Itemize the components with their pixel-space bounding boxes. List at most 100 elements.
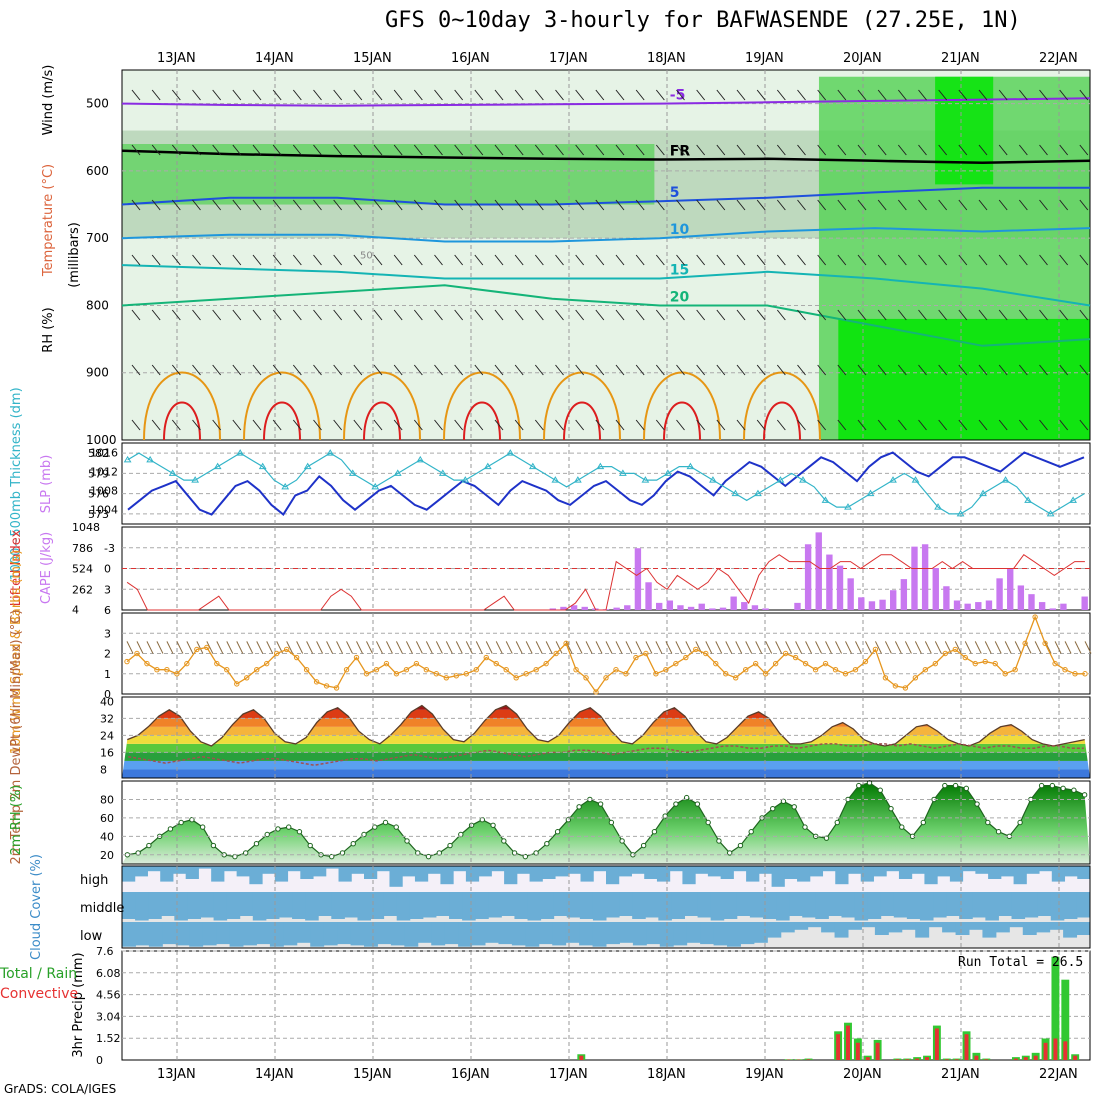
wind-barb [1018, 309, 1028, 321]
wind-barb [373, 419, 383, 431]
wind-point [373, 667, 380, 673]
thickness-point [1001, 476, 1010, 483]
cloud-bar [462, 892, 476, 921]
day-label-bottom: 14JAN [255, 1067, 294, 1082]
rh-point [888, 805, 894, 812]
wind-barb [676, 309, 685, 321]
wind-barb [958, 254, 968, 266]
wind-barb [797, 419, 806, 431]
rh-point [608, 819, 615, 826]
cloud-bar [478, 866, 492, 877]
wind-barb [918, 254, 927, 266]
cloud-bar [1063, 922, 1078, 938]
precip-ytick: 6.08 [96, 967, 121, 980]
rh-point [673, 801, 679, 807]
wind-point [972, 660, 978, 667]
rh-point [748, 829, 754, 835]
wind-barb [272, 254, 282, 266]
thickness-point [416, 455, 425, 463]
day-label-top: 20JAN [843, 51, 882, 66]
wind-barb [837, 254, 847, 266]
wind-point [583, 675, 589, 681]
wind-point [822, 660, 829, 667]
cape-bar [581, 606, 588, 610]
rh-point [1071, 787, 1077, 793]
wind-barb [413, 89, 423, 101]
thickness-point [866, 489, 875, 497]
cape-bar [730, 596, 737, 610]
wind-barb [171, 89, 181, 101]
wind-barb [474, 419, 484, 431]
cloud-bar [287, 866, 301, 872]
wind-barb [676, 254, 685, 266]
day-label-top: 15JAN [353, 51, 392, 66]
cloud-bar [538, 922, 553, 945]
wind-barb [837, 309, 847, 321]
cape-bar [1060, 603, 1067, 610]
thickness-ytick: 576 [88, 488, 109, 501]
wind-barb [131, 199, 141, 211]
cape-ytick: 4 [72, 604, 79, 617]
cloud-bar [962, 866, 976, 872]
wind-barb [635, 364, 645, 376]
cloud-bar [955, 922, 970, 935]
wind-barb [212, 144, 222, 156]
day-label-top: 19JAN [745, 51, 784, 66]
wind-barb [696, 309, 706, 321]
wind-barb [655, 641, 663, 654]
wind-barb [716, 254, 726, 266]
rh-point [716, 838, 722, 844]
wind-barb [837, 144, 847, 156]
wind-barb [232, 419, 242, 431]
wind-barb [494, 309, 504, 321]
precip-ytick: 0 [96, 1054, 103, 1067]
thickness-ytick: 582 [88, 447, 109, 460]
cloud-bar [1076, 892, 1091, 918]
wind-barb [984, 641, 992, 654]
cape-ytick: 1048 [72, 521, 100, 534]
wind-barb [776, 144, 786, 156]
wind-barb [696, 364, 706, 376]
thickness-point [641, 476, 650, 483]
wind-barb [474, 254, 484, 266]
wind-barb [655, 419, 665, 431]
wind-point [852, 667, 859, 673]
thickness-point [596, 462, 605, 470]
wind-barb [755, 641, 763, 654]
cloud-bar [414, 866, 429, 882]
day-label-bottom: 20JAN [843, 1067, 882, 1082]
cape-bar [890, 590, 897, 610]
cloud-bar [821, 922, 836, 933]
wind-barb [998, 144, 1008, 156]
wind-barb [151, 419, 161, 431]
thickness-point [1069, 496, 1078, 503]
thickness-point [911, 476, 920, 483]
temp-frame [121, 696, 1091, 779]
cloud-bar [593, 866, 607, 872]
thickness-point [528, 462, 537, 470]
wind-barb [918, 419, 927, 431]
cloud-bar [700, 922, 715, 945]
day-label-bottom: 13JAN [157, 1067, 196, 1082]
chart-title: GFS 0~10day 3-hourly for BAFWASENDE (27.… [385, 8, 1021, 33]
wind-barb [366, 641, 373, 654]
wind-point [922, 667, 929, 673]
wind-barb [1018, 364, 1028, 376]
wind-barb [192, 144, 201, 156]
cloud-bar [337, 922, 352, 945]
wind-barb [978, 144, 988, 156]
wind-barb [938, 254, 948, 266]
cloud-bar [243, 922, 257, 946]
wind-point [1082, 671, 1088, 677]
cape-bar [1038, 602, 1046, 610]
wind-barb [434, 309, 443, 321]
cloud-bar [514, 892, 529, 919]
temp-contour-FR [121, 149, 1091, 165]
wind-point [244, 675, 250, 681]
thickness-point [461, 476, 470, 483]
rh-point [770, 805, 776, 812]
day-label-bottom: 22JAN [1039, 1067, 1078, 1082]
wind-barb [765, 641, 773, 654]
thickness-point [236, 449, 245, 456]
cape-bar [762, 608, 769, 610]
